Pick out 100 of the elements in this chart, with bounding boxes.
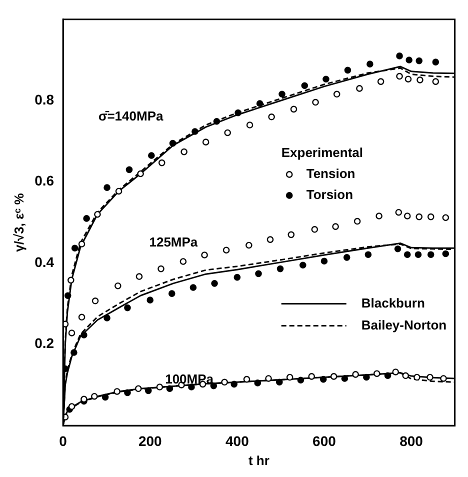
point bbox=[134, 385, 142, 392]
point bbox=[156, 384, 164, 390]
point bbox=[148, 152, 155, 159]
point bbox=[234, 274, 241, 281]
point bbox=[402, 372, 410, 380]
point bbox=[299, 262, 306, 269]
point bbox=[320, 376, 327, 383]
point bbox=[115, 188, 122, 195]
point bbox=[301, 82, 308, 90]
point bbox=[265, 375, 272, 382]
point bbox=[114, 282, 122, 290]
point bbox=[70, 349, 78, 356]
point bbox=[137, 170, 144, 178]
annotation: σ̄=140MPa bbox=[98, 108, 164, 124]
point bbox=[404, 251, 411, 258]
point bbox=[124, 389, 131, 396]
point bbox=[243, 376, 250, 383]
point bbox=[202, 138, 210, 146]
point bbox=[288, 231, 295, 238]
point bbox=[432, 78, 440, 85]
point bbox=[322, 76, 330, 83]
point bbox=[114, 388, 120, 395]
point bbox=[78, 314, 86, 321]
point bbox=[124, 304, 131, 312]
point bbox=[63, 320, 69, 328]
point bbox=[396, 72, 403, 80]
point bbox=[136, 273, 143, 280]
point bbox=[354, 218, 361, 225]
point bbox=[104, 314, 110, 322]
point bbox=[278, 90, 286, 98]
legend-label: Torsion bbox=[306, 187, 354, 202]
point bbox=[312, 98, 319, 106]
point bbox=[416, 57, 423, 64]
point bbox=[126, 166, 133, 174]
legend-label: Blackburn bbox=[361, 295, 425, 310]
y-tick-label: 0.6 bbox=[34, 172, 54, 189]
point bbox=[83, 215, 90, 222]
point bbox=[320, 258, 328, 264]
point bbox=[230, 380, 238, 388]
point bbox=[427, 251, 434, 258]
point bbox=[190, 284, 197, 291]
legend-label: Tension bbox=[306, 166, 356, 182]
point bbox=[290, 106, 298, 113]
point bbox=[68, 330, 76, 336]
point bbox=[276, 265, 284, 272]
point bbox=[256, 100, 264, 107]
point bbox=[392, 368, 400, 376]
point bbox=[67, 276, 74, 284]
point bbox=[395, 208, 402, 216]
point bbox=[158, 159, 166, 166]
point bbox=[78, 240, 86, 248]
point bbox=[366, 60, 374, 68]
y-tick-label: 0.8 bbox=[34, 92, 54, 108]
point bbox=[442, 214, 450, 222]
point bbox=[68, 403, 76, 410]
x-tick-label: 600 bbox=[312, 432, 336, 449]
point bbox=[427, 213, 434, 220]
point bbox=[363, 374, 370, 381]
point bbox=[311, 226, 318, 233]
x-tick-label: 200 bbox=[138, 432, 162, 449]
point bbox=[180, 148, 188, 156]
point bbox=[396, 52, 403, 60]
point bbox=[192, 128, 198, 135]
point bbox=[168, 290, 176, 297]
annotation: 125MPa bbox=[149, 234, 198, 250]
point bbox=[234, 109, 242, 116]
point bbox=[330, 373, 338, 380]
point bbox=[188, 384, 195, 390]
point bbox=[373, 370, 380, 378]
point bbox=[286, 374, 294, 381]
x-tick-label: 0 bbox=[59, 432, 68, 449]
point bbox=[255, 270, 262, 278]
point bbox=[333, 90, 340, 98]
point bbox=[356, 85, 363, 92]
point bbox=[92, 297, 99, 304]
point bbox=[377, 78, 384, 85]
point bbox=[91, 392, 98, 400]
point bbox=[414, 251, 422, 258]
point bbox=[297, 376, 304, 384]
point bbox=[221, 378, 228, 386]
point bbox=[144, 387, 152, 394]
point bbox=[406, 56, 412, 64]
point bbox=[180, 258, 187, 265]
point bbox=[352, 371, 359, 378]
point bbox=[246, 242, 252, 249]
point bbox=[308, 373, 315, 380]
point bbox=[146, 296, 154, 304]
point bbox=[158, 265, 164, 272]
point bbox=[376, 212, 382, 220]
point bbox=[341, 375, 348, 382]
point bbox=[404, 212, 411, 220]
point bbox=[254, 380, 262, 386]
point bbox=[268, 113, 275, 120]
point bbox=[64, 292, 72, 300]
point bbox=[169, 140, 176, 147]
point bbox=[426, 374, 434, 381]
point bbox=[404, 76, 412, 83]
x-tick-label: 400 bbox=[225, 432, 250, 449]
point bbox=[94, 210, 101, 218]
point bbox=[71, 244, 78, 252]
